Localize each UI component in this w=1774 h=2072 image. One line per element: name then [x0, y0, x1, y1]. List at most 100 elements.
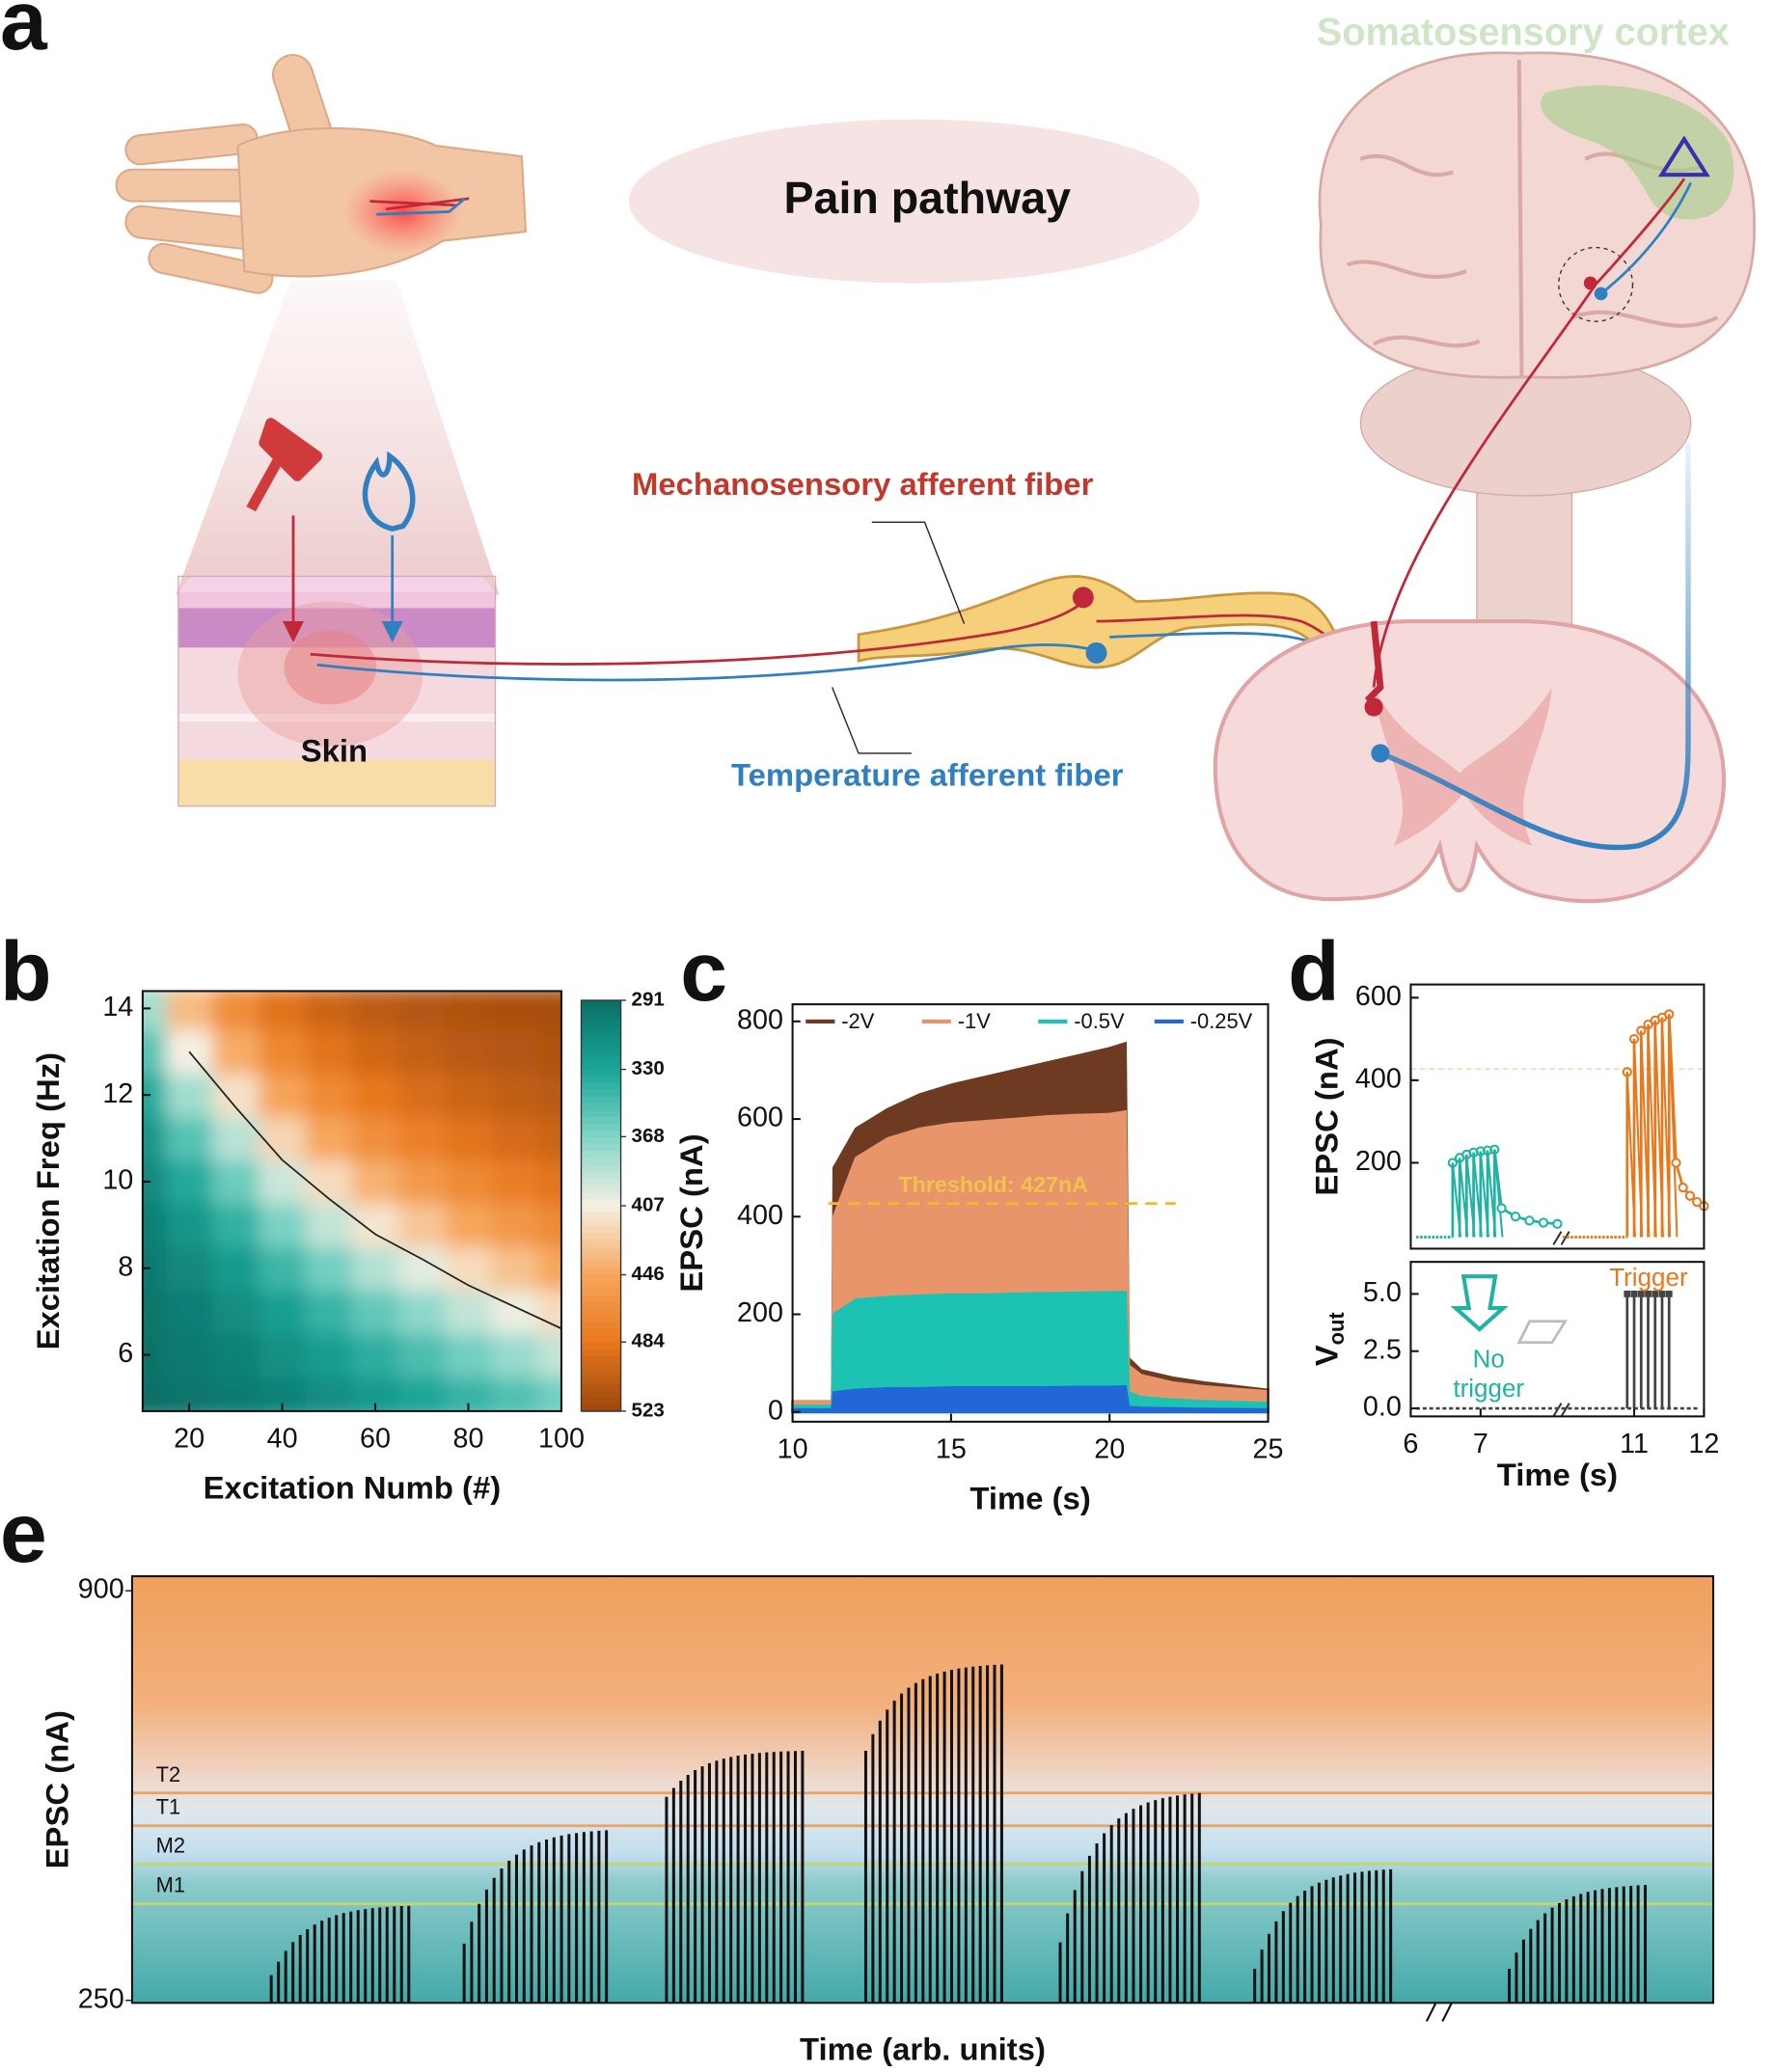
colorbar-step [581, 1370, 621, 1378]
annotation: No [1473, 1345, 1505, 1374]
hand [115, 54, 528, 294]
x-tick-label: 20 [1094, 1434, 1125, 1465]
heat-cell [445, 1159, 493, 1205]
colorbar-step [581, 1014, 621, 1022]
plot-frame [1409, 1261, 1706, 1418]
heat-cell [445, 1290, 493, 1334]
pain-glow [343, 169, 463, 255]
heat-cell [212, 1116, 260, 1161]
heat-cell [445, 1029, 493, 1075]
peak-marker [1628, 1033, 1640, 1045]
legend-label: -0.25V [1190, 1009, 1253, 1033]
plot-frame [130, 1575, 1715, 2004]
heat-cell [305, 1333, 353, 1377]
heat-cell [259, 1073, 307, 1118]
soma [1594, 286, 1608, 301]
heat-cell [491, 1029, 539, 1075]
x-tick-label: 25 [1253, 1434, 1284, 1465]
colorbar-step [581, 1000, 621, 1008]
colorbar-tick-label: 446 [632, 1263, 665, 1285]
colorbar-step [581, 1322, 621, 1330]
temperature-label: Temperature afferent fiber [731, 756, 1124, 792]
heat-cell [537, 1246, 561, 1291]
heat-cell [491, 1376, 539, 1411]
heat-cell [491, 1073, 539, 1118]
heat-cell [351, 1073, 399, 1118]
colorbar-tick-label: 484 [632, 1330, 666, 1352]
y-axis-label: EPSC (nA) [1308, 1037, 1344, 1195]
panel-label: c [680, 924, 727, 1019]
colorbar-step [581, 1335, 621, 1344]
heat-cell [351, 1159, 399, 1205]
heat-cell [491, 1290, 539, 1334]
heat-cell [212, 1333, 260, 1377]
colorbar-step [581, 1390, 621, 1399]
heat-cell [537, 1073, 561, 1118]
y-tick-label: 900 [78, 1574, 124, 1605]
level-label: T1 [156, 1795, 181, 1819]
heat-cell [305, 1116, 353, 1161]
heat-cell [445, 1073, 493, 1118]
colorbar-step [581, 1377, 621, 1385]
x-axis-label: Excitation Numb (#) [204, 1470, 502, 1506]
heat-cell [259, 1376, 307, 1411]
heat-cell [398, 1159, 447, 1205]
heat-cell [351, 1116, 399, 1161]
colorbar-step [581, 1273, 621, 1282]
plot-frame [141, 990, 562, 1412]
heat-cell [142, 1203, 167, 1247]
colorbar-step [581, 1288, 621, 1296]
colorbar-step [581, 1281, 621, 1289]
legend-label: -2V [841, 1009, 874, 1033]
heat-cell [305, 1246, 353, 1291]
heat-cell [166, 1116, 213, 1161]
heat-cell [212, 1376, 260, 1411]
y-axis-label: EPSC (nA) [39, 1710, 74, 1868]
decay-marker [1538, 1217, 1549, 1228]
colorbar-step [581, 1041, 621, 1050]
panel-label: d [1288, 924, 1340, 1019]
heat-cell [142, 991, 167, 1031]
colorbar-step [581, 1116, 621, 1125]
x-tick-label: 6 [1403, 1429, 1418, 1459]
decay-marker [1552, 1218, 1563, 1229]
heat-cell [305, 1290, 353, 1334]
heat-cell [445, 1246, 493, 1291]
y-tick-label: 10 [102, 1165, 133, 1196]
spinal-cord [1213, 618, 1727, 904]
x-axis-label: Time (arb. units) [800, 2031, 1046, 2067]
heat-cell [259, 1290, 307, 1334]
heat-cell [212, 1290, 260, 1334]
down-arrow-icon [1450, 1274, 1509, 1332]
heat-cell [398, 1333, 447, 1377]
skin-block [177, 575, 497, 807]
colorbar-step [581, 1185, 621, 1193]
heat-cell [259, 1159, 307, 1205]
heat-cell [398, 1073, 447, 1118]
colorbar-step [581, 1089, 621, 1098]
heat-cell [305, 1159, 353, 1205]
y-tick-label: 5.0 [1363, 1277, 1402, 1308]
colorbar-step [581, 1342, 621, 1350]
panel-label: e [0, 1486, 47, 1580]
heat-cell [491, 1333, 539, 1377]
peak-marker [1636, 1025, 1647, 1036]
heat-cell [398, 1029, 447, 1075]
y-tick-label: 400 [737, 1200, 783, 1231]
ghost-icon [1516, 1320, 1569, 1345]
contour-line [188, 1050, 561, 1330]
y-tick-label: 200 [737, 1297, 783, 1328]
colorbar-step [581, 1356, 621, 1365]
pathway-title: Pain pathway [784, 173, 1072, 223]
colorbar-step [581, 1171, 621, 1180]
heat-cell [351, 1029, 399, 1075]
colorbar-tick-label: 368 [632, 1125, 665, 1147]
heat-cell [212, 1073, 260, 1118]
colorbar-step [581, 1397, 621, 1405]
colorbar-step [581, 1076, 621, 1084]
soma [1583, 276, 1597, 290]
ascending-fiber [1372, 177, 1686, 688]
heat-cell [398, 1290, 447, 1334]
heat-cell [259, 1116, 307, 1161]
